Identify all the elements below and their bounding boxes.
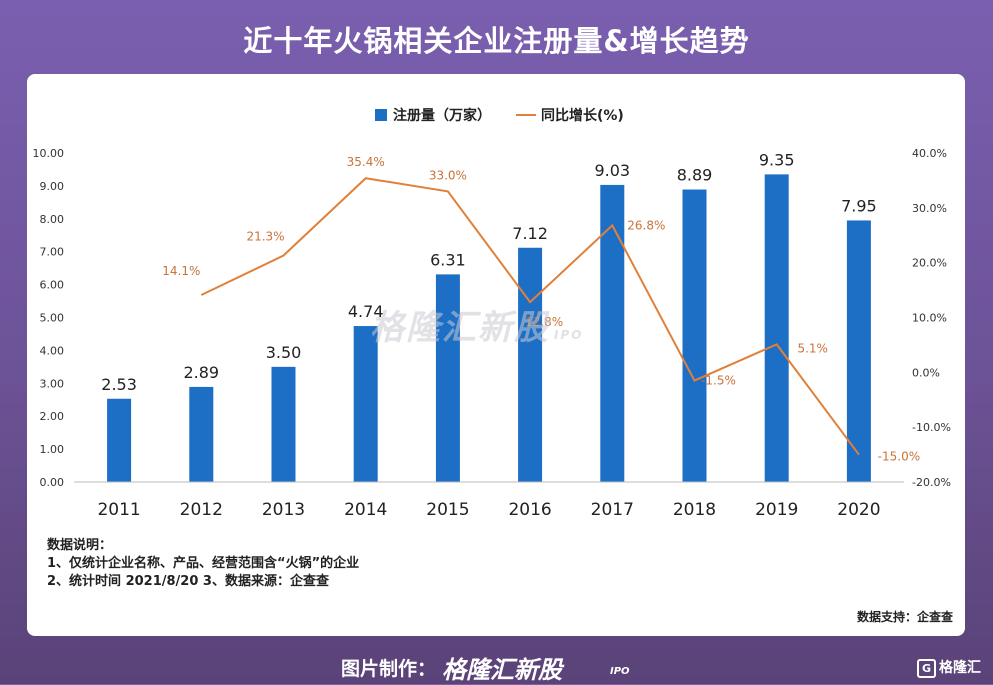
growth-value-label: 12.8% xyxy=(525,315,563,329)
y-left-tick-label: 9.00 xyxy=(40,180,65,193)
bar xyxy=(107,398,132,482)
watermark: 格隆汇新股 IPO xyxy=(370,300,583,349)
growth-value-label: -1.5% xyxy=(701,374,736,388)
bar-value-label: 4.74 xyxy=(348,302,384,321)
footer-made-label: 图片制作： xyxy=(341,658,437,680)
footer-ipo: IPO xyxy=(610,666,630,677)
growth-value-label: 26.8% xyxy=(627,218,665,232)
bar-value-label: 8.89 xyxy=(677,166,713,185)
watermark-ipo: IPO xyxy=(554,328,584,342)
y-left-tick-label: 10.00 xyxy=(33,147,65,160)
growth-value-label: 35.4% xyxy=(347,155,385,169)
footer: 图片制作： 格隆汇新股 IPO G 格隆汇 xyxy=(0,648,993,684)
y-left-tick-label: 7.00 xyxy=(40,246,65,259)
bar xyxy=(764,174,789,482)
y-right-tick-label: 0.0% xyxy=(912,366,940,379)
y-left-tick-label: 5.00 xyxy=(40,312,65,325)
legend-bar-label: 注册量（万家） xyxy=(393,107,491,124)
bar xyxy=(518,247,543,482)
y-right-tick-label: 20.0% xyxy=(912,257,947,270)
y-right-tick-label: -10.0% xyxy=(912,421,951,434)
x-tick-label: 2015 xyxy=(426,500,469,520)
y-right-tick-label: 30.0% xyxy=(912,202,947,215)
y-right-tick-label: -20.0% xyxy=(912,476,951,489)
legend-bar-swatch xyxy=(375,109,387,121)
bars: 2.53 2.89 3.50 4.74 6.31 7.12 9.03 8.89 9.35 7.95 xyxy=(101,150,877,483)
x-tick-label: 2016 xyxy=(508,500,551,520)
bar-value-label: 7.12 xyxy=(512,224,548,243)
x-tick-label: 2018 xyxy=(673,500,716,520)
x-tick-label: 2017 xyxy=(591,500,634,520)
watermark-text: 格隆汇新股 xyxy=(370,308,550,348)
bar xyxy=(189,386,214,482)
y-right-tick-label: 10.0% xyxy=(912,312,947,325)
growth-value-label: -15.0% xyxy=(878,450,920,464)
growth-value-label: 5.1% xyxy=(797,341,828,355)
x-axis: 2011 2012 2013 2014 2015 2016 2017 2018 2019 2020 xyxy=(74,481,904,520)
notes-line-2: 2、统计时间 2021/8/20 3、数据来源：企查查 xyxy=(47,574,329,589)
bar-value-label: 9.03 xyxy=(594,161,630,180)
bar-value-label: 2.89 xyxy=(183,363,219,382)
x-tick-label: 2019 xyxy=(755,500,798,520)
growth-line-path xyxy=(200,177,860,456)
y-left-tick-label: 3.00 xyxy=(40,377,65,390)
page-title: 近十年火锅相关企业注册量&增长趋势 xyxy=(243,24,750,58)
bar xyxy=(846,220,871,482)
notes-heading: 数据说明： xyxy=(47,538,113,553)
bar-value-label: 7.95 xyxy=(841,196,877,215)
growth-value-label: 33.0% xyxy=(429,168,467,182)
growth-line: 14.1% 21.3% 35.4% 33.0% 12.8% 26.8% -1.5% 5.1% -… xyxy=(162,155,920,463)
chart-card xyxy=(27,74,965,636)
growth-value-label: 21.3% xyxy=(246,230,284,244)
x-tick-label: 2011 xyxy=(97,500,140,520)
bar-value-label: 9.35 xyxy=(759,150,795,169)
y-left-tick-label: 2.00 xyxy=(40,410,65,423)
logo-icon: G xyxy=(917,658,936,678)
bar xyxy=(271,366,296,482)
bar xyxy=(435,274,460,482)
y-left-tick-label: 1.00 xyxy=(40,443,65,456)
x-tick-label: 2020 xyxy=(837,500,880,520)
y-axis-left: 0.00 1.00 2.00 3.00 4.00 5.00 6.00 7.00 8.00 9.00… xyxy=(33,147,65,489)
data-support: 数据支持：企查查 xyxy=(856,610,953,624)
bar-value-label: 6.31 xyxy=(430,250,466,269)
y-left-tick-label: 4.00 xyxy=(40,344,65,357)
y-left-tick-label: 0.00 xyxy=(40,476,65,489)
x-tick-label: 2013 xyxy=(262,500,305,520)
bar-value-label: 3.50 xyxy=(266,343,302,362)
y-left-tick-label: 8.00 xyxy=(40,213,65,226)
x-tick-label: 2012 xyxy=(180,500,223,520)
growth-value-label: 14.1% xyxy=(162,264,200,278)
notes-line-1: 1、仅统计企业名称、产品、经营范围含“火锅”的企业 xyxy=(47,556,360,571)
bar xyxy=(600,184,625,482)
y-left-tick-label: 6.00 xyxy=(40,279,65,292)
data-notes: 数据说明： 1、仅统计企业名称、产品、经营范围含“火锅”的企业 2、统计时间 2… xyxy=(47,537,359,591)
bar xyxy=(353,326,378,482)
legend: 注册量（万家） 同比增长(%) xyxy=(375,107,624,124)
bar xyxy=(682,189,707,483)
footer-brand: 格隆汇新股 xyxy=(442,656,562,684)
y-right-tick-label: 40.0% xyxy=(912,147,947,160)
footer-logo-text: 格隆汇 xyxy=(939,660,981,676)
bar-value-label: 2.53 xyxy=(101,375,137,394)
legend-line-label: 同比增长(%) xyxy=(541,107,624,124)
x-tick-label: 2014 xyxy=(344,500,387,520)
footer-logo: G 格隆汇 xyxy=(917,657,981,678)
y-axis-right: -20.0% -10.0% 0.0% 10.0% 20.0% 30.0% 40.0% xyxy=(912,147,951,489)
